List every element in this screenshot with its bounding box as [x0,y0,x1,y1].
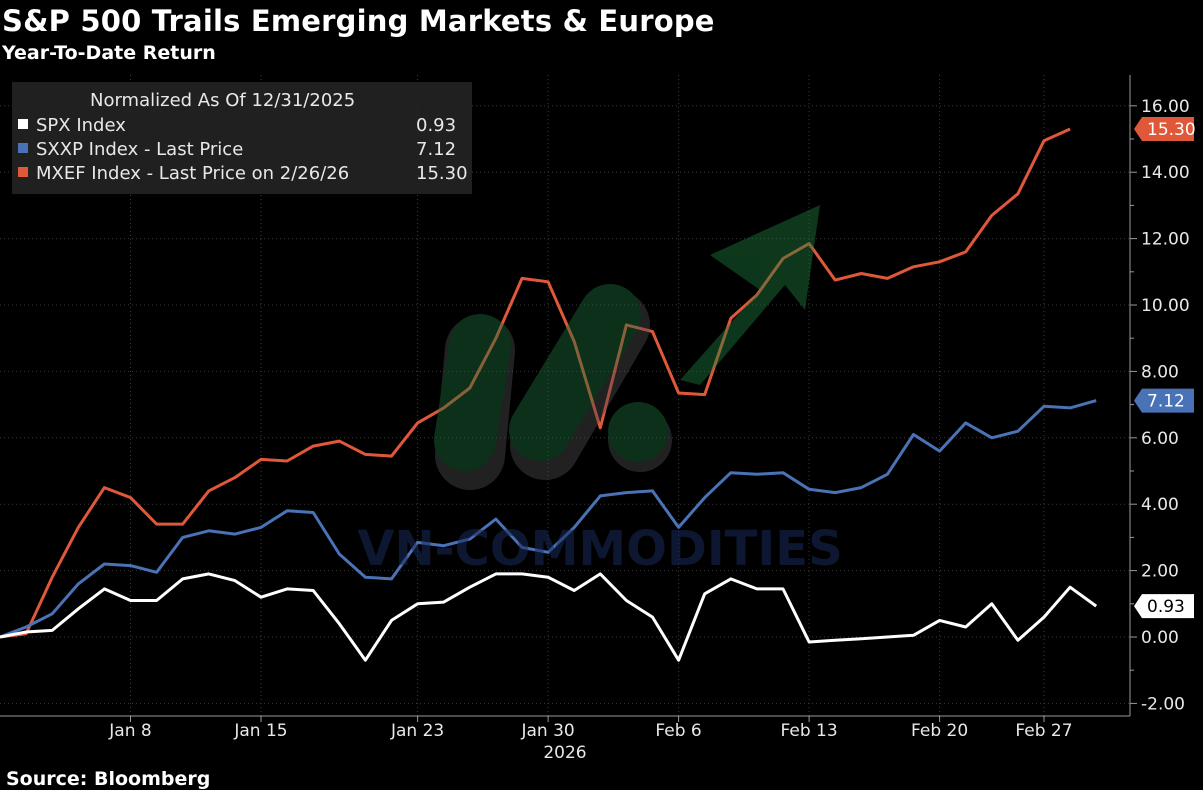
legend-label-spx: SPX Index [36,115,126,136]
legend-label-sxxp: SXXP Index - Last Price [36,139,244,160]
x-tick-label: Jan 15 [233,721,287,741]
legend-entry-spx: SPX Index 0.93 [18,115,468,139]
legend-value-mxef: 15.30 [416,163,468,184]
end-label-tag-0 [1134,594,1194,619]
legend-value-sxxp: 7.12 [416,139,457,160]
legend-swatch-mxef [18,167,28,177]
source-note: Source: Bloomberg [6,768,211,790]
legend-entry-mxef: MXEF Index - Last Price on 2/26/26 15.30 [18,163,468,187]
x-tick-label: Feb 20 [911,721,968,741]
legend-entry-sxxp: SXXP Index - Last Price 7.12 [18,139,468,163]
x-tick-label: Jan 23 [390,721,444,741]
y-tick-label: -2.00 [1141,694,1185,714]
series-line-1 [0,399,1097,639]
legend-swatch-sxxp [18,143,28,153]
x-year-label: 2026 [543,743,586,763]
y-tick-label: 2.00 [1141,562,1179,582]
y-tick-label: 14.00 [1141,163,1190,183]
y-tick-label: 6.00 [1141,429,1179,449]
y-tick-label: 0.00 [1141,628,1179,648]
legend-swatch-spx [18,119,28,129]
legend-value-spx: 0.93 [416,115,457,136]
chart-title: S&P 500 Trails Emerging Markets & Europe [2,4,715,38]
x-tick-label: Feb 6 [655,721,701,741]
x-tick-label: Feb 13 [781,721,838,741]
y-tick-label: 4.00 [1141,495,1179,515]
x-tick-label: Jan 8 [108,721,151,741]
y-tick-label: 8.00 [1141,362,1179,382]
y-tick-label: 12.00 [1141,230,1190,250]
y-tick-label: 10.00 [1141,296,1190,316]
series-line-2 [0,127,1071,639]
chart-subtitle: Year-To-Date Return [2,42,216,64]
legend: Normalized As Of 12/31/2025 SPX Index 0.… [12,82,472,194]
x-tick-label: Jan 30 [520,721,574,741]
legend-header: Normalized As Of 12/31/2025 [90,90,356,111]
end-label-2: 15.30 [1147,120,1196,140]
y-tick-label: 16.00 [1141,97,1190,117]
x-tick-label: Feb 27 [1015,721,1072,741]
end-label-0: 0.93 [1147,597,1185,617]
legend-label-mxef: MXEF Index - Last Price on 2/26/26 [36,163,350,184]
series-line-0 [0,572,1098,662]
end-label-1: 7.12 [1147,392,1185,412]
end-label-tag-2 [1134,117,1194,142]
end-label-tag-1 [1134,388,1194,413]
